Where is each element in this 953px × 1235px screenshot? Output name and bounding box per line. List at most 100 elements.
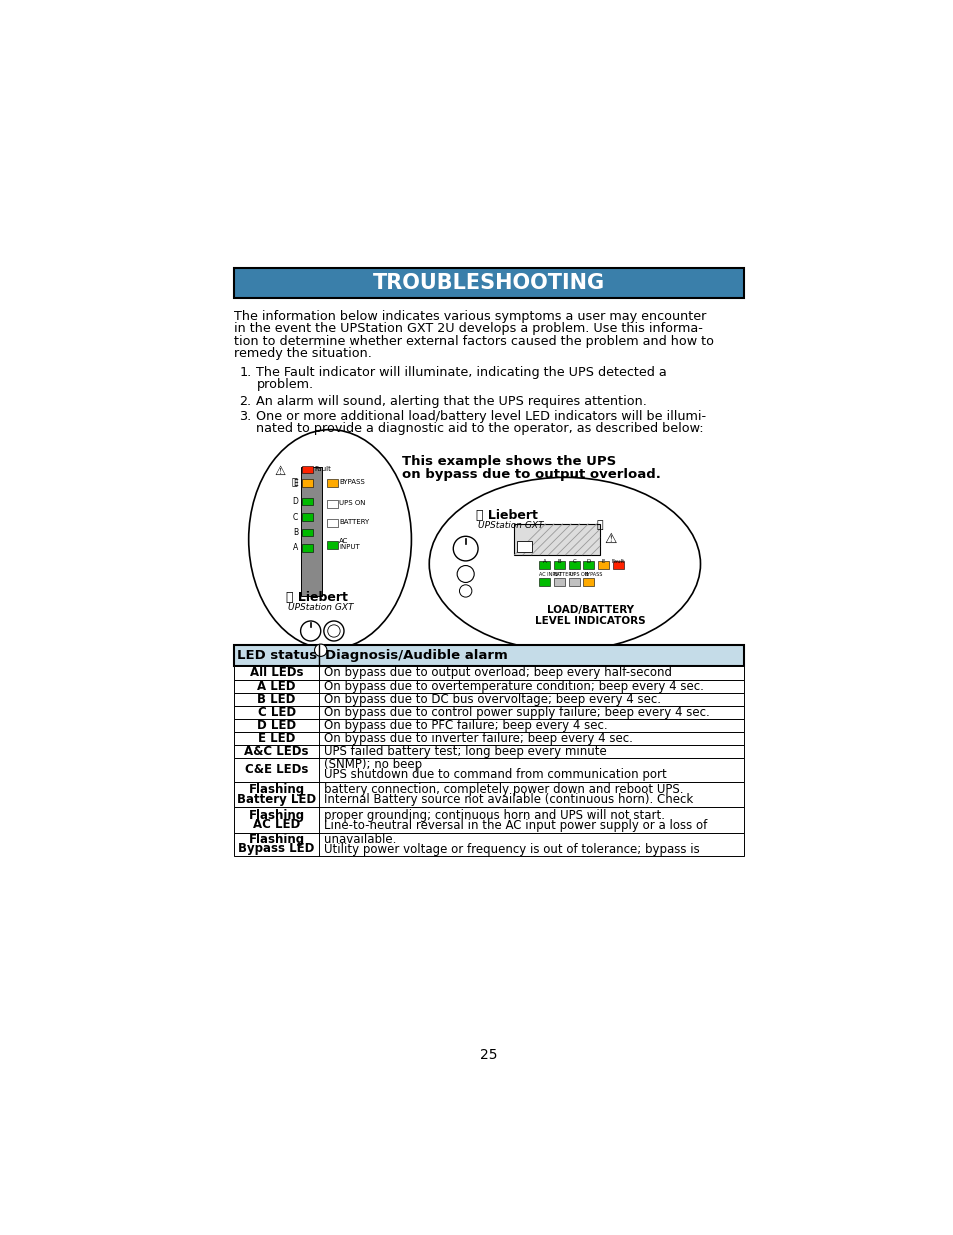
Text: Fault: Fault [611,559,624,564]
Text: An alarm will sound, alerting that the UPS requires attention.: An alarm will sound, alerting that the U… [256,395,647,408]
Text: A: A [293,543,298,552]
Text: Fault: Fault [314,467,331,472]
Text: UPStation GXT: UPStation GXT [288,603,354,613]
Ellipse shape [249,430,411,650]
Text: C LED: C LED [257,705,295,719]
Text: Battery LED: Battery LED [236,793,315,805]
Text: One or more additional load/battery level LED indicators will be illumi-: One or more additional load/battery leve… [256,410,706,424]
Text: On bypass due to overtemperature condition; beep every 4 sec.: On bypass due to overtemperature conditi… [323,679,703,693]
Text: BYPASS: BYPASS [583,573,602,578]
Bar [583,578,594,585]
Text: The information below indicates various symptoms a user may encounter: The information below indicates various … [233,310,705,322]
Bar [233,782,743,808]
Text: 2.: 2. [239,395,252,408]
Bar [554,561,564,568]
Ellipse shape [429,478,700,651]
Text: UPStation GXT: UPStation GXT [477,521,543,530]
Text: problem.: problem. [256,378,314,391]
Text: E: E [294,479,298,488]
Text: On bypass due to inverter failure; beep every 4 sec.: On bypass due to inverter failure; beep … [323,732,632,745]
Text: Ⓤ Liebert: Ⓤ Liebert [476,509,537,521]
Text: ⚠: ⚠ [274,466,286,478]
Bar [302,529,313,536]
Bar [233,705,743,719]
Bar [233,745,743,758]
Bar [233,645,743,667]
Text: B: B [558,559,560,564]
Text: Diagnosis/Audible alarm: Diagnosis/Audible alarm [324,650,507,662]
Text: On bypass due to PFC failure; beep every 4 sec.: On bypass due to PFC failure; beep every… [323,719,607,732]
Text: D: D [586,559,591,564]
Bar [327,541,337,548]
Circle shape [328,625,340,637]
Text: C&E LEDs: C&E LEDs [245,763,308,777]
Text: BATTERY: BATTERY [553,573,574,578]
Bar [568,578,579,585]
Bar [514,524,599,555]
Circle shape [300,621,320,641]
Text: ⚠: ⚠ [603,532,617,546]
Text: B LED: B LED [257,693,295,705]
Text: E: E [601,559,604,564]
Text: nated to provide a diagnostic aid to the operator, as described below:: nated to provide a diagnostic aid to the… [256,422,703,435]
Text: BYPASS: BYPASS [339,479,365,485]
Text: B: B [293,527,298,537]
Text: LEVEL INDICATORS: LEVEL INDICATORS [535,615,645,626]
Text: UPS shutdown due to command from communication port: UPS shutdown due to command from communi… [323,768,666,782]
Circle shape [456,566,474,583]
Text: A LED: A LED [257,679,295,693]
Text: 1.: 1. [239,366,252,379]
Bar [568,561,579,568]
Bar [233,832,743,856]
Bar [233,268,743,299]
Bar [302,466,313,473]
Text: unavailable.: unavailable. [323,832,395,846]
Bar [233,808,743,832]
Text: LOAD/BATTERY: LOAD/BATTERY [546,605,634,615]
Text: All LEDs: All LEDs [250,667,303,679]
Bar [233,758,743,782]
Text: Flashing: Flashing [248,809,304,823]
Text: On bypass due to DC bus overvoltage; beep every 4 sec.: On bypass due to DC bus overvoltage; bee… [323,693,660,705]
Text: UPS failed battery test; long beep every minute: UPS failed battery test; long beep every… [323,745,606,758]
Bar [233,667,743,679]
Text: On bypass due to output overload; beep every half-second: On bypass due to output overload; beep e… [323,667,671,679]
Bar [538,561,550,568]
Bar [538,578,550,585]
Circle shape [314,645,327,656]
Text: proper grounding; continuous horn and UPS will not start.: proper grounding; continuous horn and UP… [323,809,664,821]
Text: in the event the UPStation GXT 2U develops a problem. Use this informa-: in the event the UPStation GXT 2U develo… [233,322,702,335]
Text: 3.: 3. [239,410,252,424]
Text: on bypass due to output overload.: on bypass due to output overload. [402,468,660,480]
Text: On bypass due to control power supply failure; beep every 4 sec.: On bypass due to control power supply fa… [323,705,709,719]
Circle shape [323,621,344,641]
Text: AC INPUT: AC INPUT [538,573,561,578]
Text: AC
INPUT: AC INPUT [339,537,359,551]
Bar [300,467,322,597]
Bar [517,541,532,552]
Bar [327,520,337,527]
Text: AC LED: AC LED [253,818,300,831]
Bar [554,578,564,585]
Bar [583,561,594,568]
Text: (SNMP); no beep: (SNMP); no beep [323,758,421,772]
Text: C: C [572,559,576,564]
Text: LED status: LED status [236,650,316,662]
Bar [327,479,337,487]
Text: remedy the situation.: remedy the situation. [233,347,372,359]
Text: A&C LEDs: A&C LEDs [244,745,309,758]
Text: BATTERY: BATTERY [339,520,369,525]
Text: tion to determine whether external factors caused the problem and how to: tion to determine whether external facto… [233,335,713,347]
Text: 👤: 👤 [292,475,297,485]
Circle shape [453,536,477,561]
Text: UPS ON: UPS ON [339,500,365,506]
Bar [327,500,337,508]
Text: This example shows the UPS: This example shows the UPS [402,454,616,468]
Text: D: D [292,498,298,506]
Bar [233,732,743,745]
Text: A: A [542,559,546,564]
Text: Flashing: Flashing [248,783,304,797]
Text: The Fault indicator will illuminate, indicating the UPS detected a: The Fault indicator will illuminate, ind… [256,366,666,379]
Bar [302,514,313,521]
Bar [302,543,313,552]
